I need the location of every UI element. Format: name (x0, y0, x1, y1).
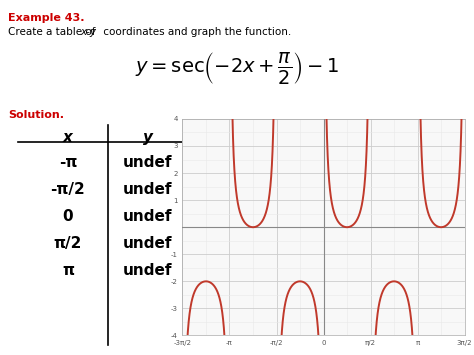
Text: undef: undef (123, 263, 173, 278)
Text: -π: -π (59, 155, 77, 170)
Text: undef: undef (123, 182, 173, 197)
Text: Create a table of: Create a table of (8, 27, 99, 37)
Text: y: y (143, 130, 153, 145)
Text: x-y: x-y (80, 27, 96, 37)
Text: undef: undef (123, 236, 173, 251)
Text: coordinates and graph the function.: coordinates and graph the function. (100, 27, 291, 37)
Text: -π/2: -π/2 (51, 182, 85, 197)
Text: Solution.: Solution. (8, 110, 64, 120)
Text: π/2: π/2 (54, 236, 82, 251)
Text: Example 43.: Example 43. (8, 13, 84, 23)
Text: 0: 0 (63, 209, 73, 224)
Text: x: x (63, 130, 73, 145)
Text: undef: undef (123, 155, 173, 170)
Text: π: π (62, 263, 74, 278)
Text: $y = \sec\!\left(-2x + \dfrac{\pi}{2}\right) - 1$: $y = \sec\!\left(-2x + \dfrac{\pi}{2}\ri… (135, 50, 339, 86)
Text: undef: undef (123, 209, 173, 224)
